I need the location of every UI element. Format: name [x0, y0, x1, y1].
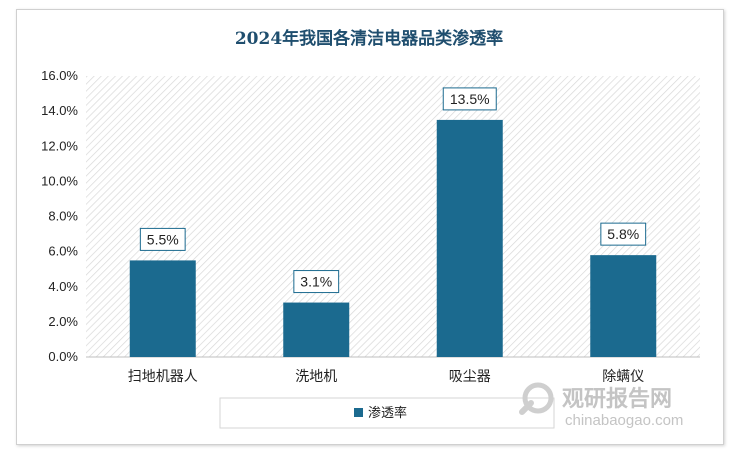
legend-label: 渗透率: [368, 405, 407, 421]
y-tick-label: 16.0%: [41, 68, 78, 83]
x-axis: 扫地机器人 洗地机 吸尘器 除螨仪: [128, 369, 645, 385]
category-label: 除螨仪: [602, 369, 644, 385]
data-label: 13.5%: [450, 91, 490, 107]
y-tick-label: 0.0%: [48, 349, 78, 364]
data-label: 5.5%: [147, 231, 179, 247]
y-axis: 0.0% 2.0% 4.0% 6.0% 8.0% 10.0% 12.0% 14.0% 16.0%: [41, 68, 78, 364]
category-label: 扫地机器人: [128, 369, 198, 385]
y-tick-label: 6.0%: [48, 244, 78, 259]
category-label: 洗地机: [295, 369, 337, 385]
bars: 5.5% 3.1% 13.5% 5.8%: [129, 87, 657, 357]
chart-title: 2024年我国各清洁电器品类渗透率: [235, 28, 503, 49]
data-label-box: [139, 227, 186, 251]
category-label: 吸尘器: [449, 369, 491, 385]
bar: [436, 119, 503, 357]
y-tick-label: 12.0%: [41, 138, 78, 153]
legend: 渗透率: [219, 397, 555, 429]
y-tick-label: 8.0%: [48, 209, 78, 224]
bar: [283, 302, 350, 357]
data-label-box: [442, 87, 497, 111]
y-tick-label: 4.0%: [48, 279, 78, 294]
bar: [129, 260, 196, 357]
data-label: 3.1%: [300, 274, 332, 290]
watermark-cn: 观研报告网: [562, 387, 672, 412]
data-label-box: [600, 222, 647, 246]
y-tick-label: 14.0%: [41, 103, 78, 118]
legend-swatch: [354, 408, 363, 417]
data-label-box: [293, 270, 340, 294]
legend-box: [219, 397, 555, 429]
watermark: 观研报告网 chinabaogao.com: [519, 382, 683, 429]
data-label: 5.8%: [607, 226, 639, 242]
y-tick-label: 10.0%: [41, 173, 78, 188]
watermark-en: chinabaogao.com: [565, 412, 683, 429]
watermark-logo-icon: [519, 382, 554, 415]
y-tick-label: 2.0%: [48, 314, 78, 329]
bar: [590, 255, 657, 357]
